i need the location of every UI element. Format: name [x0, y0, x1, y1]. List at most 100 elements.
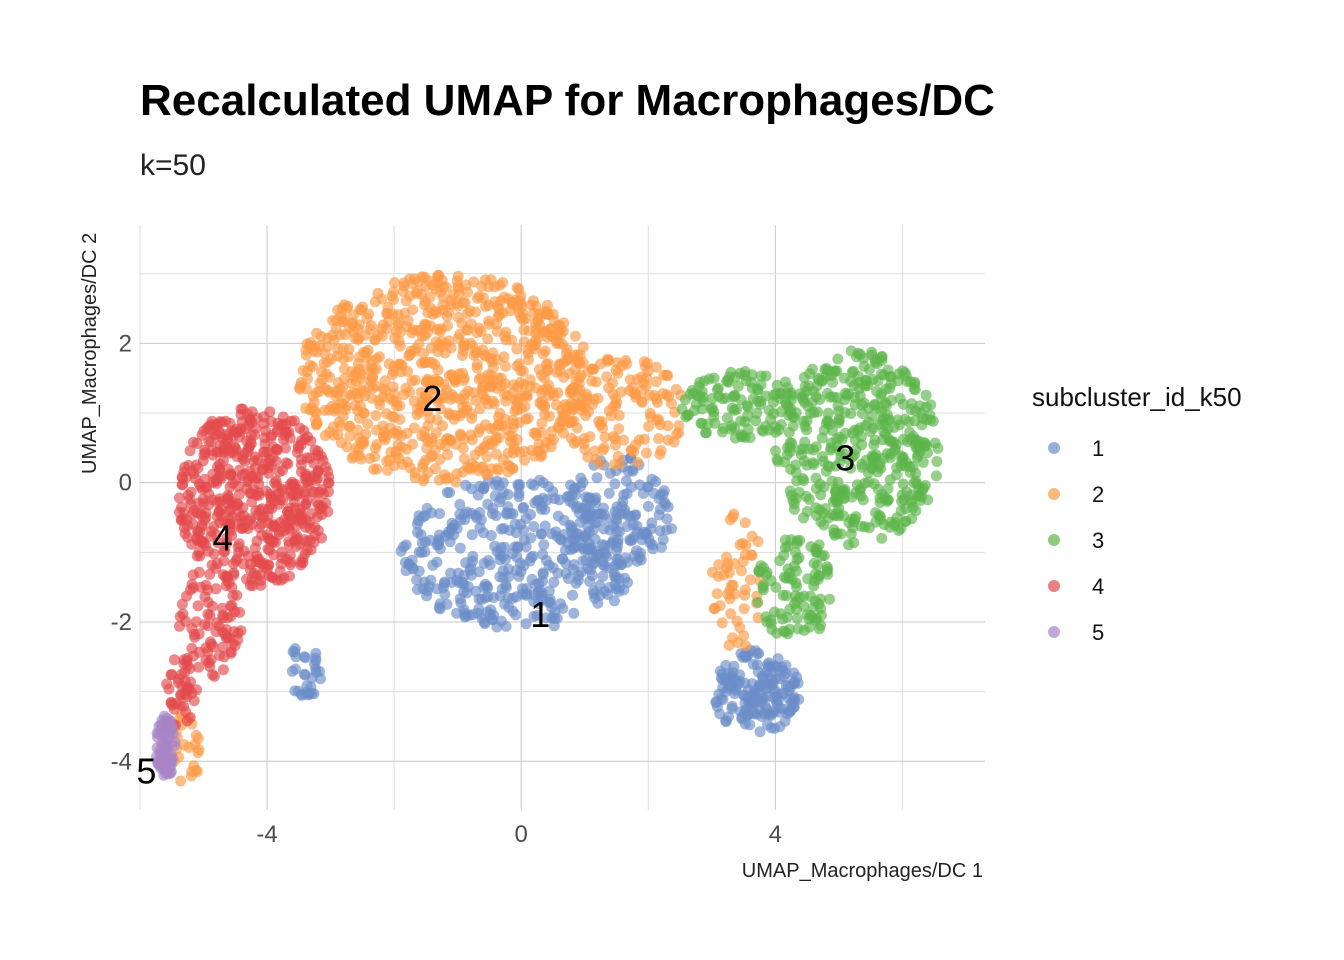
data-point-cluster-1 — [526, 573, 538, 585]
data-point-cluster-3 — [885, 448, 897, 460]
data-point-cluster-3 — [791, 554, 803, 565]
data-point-cluster-1 — [528, 479, 540, 491]
data-point-cluster-1 — [444, 487, 456, 498]
y-axis-label: UMAP_Macrophages/DC 2 — [79, 233, 101, 474]
data-point-cluster-3 — [845, 408, 857, 419]
data-point-cluster-3 — [895, 460, 907, 472]
data-point-cluster-4 — [165, 696, 177, 708]
data-point-cluster-2 — [739, 549, 751, 561]
data-point-cluster-2 — [404, 386, 416, 398]
data-point-cluster-1 — [621, 488, 633, 500]
data-point-cluster-3 — [809, 595, 821, 607]
data-point-cluster-1 — [421, 590, 433, 602]
data-point-cluster-2 — [534, 320, 546, 331]
data-point-cluster-1 — [654, 525, 666, 537]
data-point-cluster-2 — [364, 324, 376, 336]
data-point-cluster-3 — [823, 512, 834, 524]
data-point-cluster-3 — [786, 437, 798, 449]
data-point-cluster-1 — [446, 576, 458, 588]
data-point-cluster-2 — [429, 305, 441, 317]
data-point-cluster-3 — [927, 415, 939, 427]
data-point-cluster-2 — [519, 454, 531, 466]
data-point-cluster-1 — [585, 542, 597, 554]
data-point-cluster-2 — [508, 418, 519, 430]
data-point-cluster-2 — [448, 413, 460, 425]
data-point-cluster-2 — [472, 292, 483, 304]
data-point-cluster-4 — [211, 496, 223, 508]
data-point-cluster-3 — [845, 528, 857, 540]
data-point-cluster-2 — [536, 417, 548, 429]
legend: subcluster_id_k50 1 2 3 4 5 — [1032, 382, 1242, 645]
data-point-cluster-4 — [305, 435, 317, 447]
data-point-cluster-4 — [284, 432, 296, 444]
data-point-cluster-2 — [313, 386, 325, 397]
data-point-cluster-1 — [416, 546, 427, 558]
data-point-cluster-2 — [324, 371, 336, 383]
data-point-cluster-3 — [896, 495, 908, 507]
data-point-cluster-3 — [882, 494, 894, 506]
data-point-cluster-2 — [479, 419, 491, 431]
data-point-cluster-3 — [905, 404, 917, 415]
data-point-cluster-4 — [185, 486, 197, 498]
data-point-cluster-1 — [614, 526, 625, 538]
data-point-cluster-4 — [184, 445, 196, 457]
data-point-cluster-2 — [475, 325, 487, 337]
data-point-cluster-3 — [752, 395, 764, 407]
data-point-cluster-2 — [543, 410, 555, 422]
data-point-cluster-3 — [872, 466, 884, 478]
data-point-cluster-1 — [570, 528, 582, 540]
data-point-cluster-3 — [858, 352, 869, 364]
data-point-cluster-3 — [858, 360, 870, 372]
data-point-cluster-3 — [765, 617, 777, 629]
data-point-cluster-2 — [738, 603, 750, 615]
data-point-cluster-2 — [432, 395, 444, 407]
data-point-cluster-2 — [553, 359, 565, 371]
data-point-cluster-3 — [889, 517, 901, 529]
data-point-cluster-2 — [465, 429, 477, 441]
legend-key-2 — [1048, 488, 1060, 500]
data-point-cluster-2 — [534, 397, 546, 409]
data-point-cluster-1 — [473, 593, 485, 605]
data-point-cluster-1 — [717, 682, 729, 694]
data-point-cluster-4 — [235, 403, 247, 415]
data-point-cluster-1 — [574, 516, 586, 528]
data-point-cluster-4 — [219, 439, 231, 451]
data-point-cluster-1 — [537, 568, 549, 580]
data-point-cluster-2 — [392, 439, 404, 451]
data-point-cluster-4 — [193, 566, 205, 578]
data-point-cluster-2 — [422, 373, 434, 385]
data-point-cluster-1 — [513, 487, 525, 499]
data-point-cluster-3 — [856, 461, 868, 473]
data-point-cluster-4 — [288, 415, 300, 427]
data-point-cluster-5 — [156, 738, 168, 750]
data-point-cluster-2 — [431, 414, 443, 426]
data-point-cluster-1 — [575, 481, 587, 493]
data-point-cluster-1 — [433, 534, 445, 546]
data-point-cluster-2 — [473, 373, 485, 385]
data-point-cluster-1 — [564, 519, 576, 531]
data-point-cluster-1 — [500, 582, 512, 593]
data-point-cluster-4 — [176, 598, 188, 610]
data-point-cluster-2 — [477, 461, 489, 473]
data-point-cluster-5 — [169, 736, 181, 748]
data-point-cluster-2 — [498, 351, 510, 363]
data-point-cluster-2 — [539, 345, 551, 357]
data-point-cluster-2 — [457, 350, 468, 361]
data-point-cluster-2 — [432, 346, 444, 357]
data-point-cluster-4 — [291, 446, 303, 458]
data-point-cluster-3 — [875, 368, 887, 380]
legend-title: subcluster_id_k50 — [1032, 382, 1242, 412]
data-point-cluster-3 — [817, 455, 829, 467]
data-point-cluster-4 — [244, 515, 256, 527]
data-point-cluster-2 — [304, 404, 316, 416]
data-point-cluster-2 — [712, 570, 724, 582]
data-point-cluster-2 — [378, 431, 390, 443]
data-point-cluster-2 — [192, 733, 204, 745]
data-point-cluster-2 — [344, 420, 356, 432]
data-point-cluster-2 — [323, 404, 335, 416]
data-point-cluster-3 — [833, 417, 845, 429]
data-point-cluster-1 — [595, 508, 607, 520]
data-point-cluster-2 — [513, 358, 525, 370]
data-point-cluster-1 — [619, 504, 631, 516]
data-point-cluster-1 — [413, 565, 425, 577]
